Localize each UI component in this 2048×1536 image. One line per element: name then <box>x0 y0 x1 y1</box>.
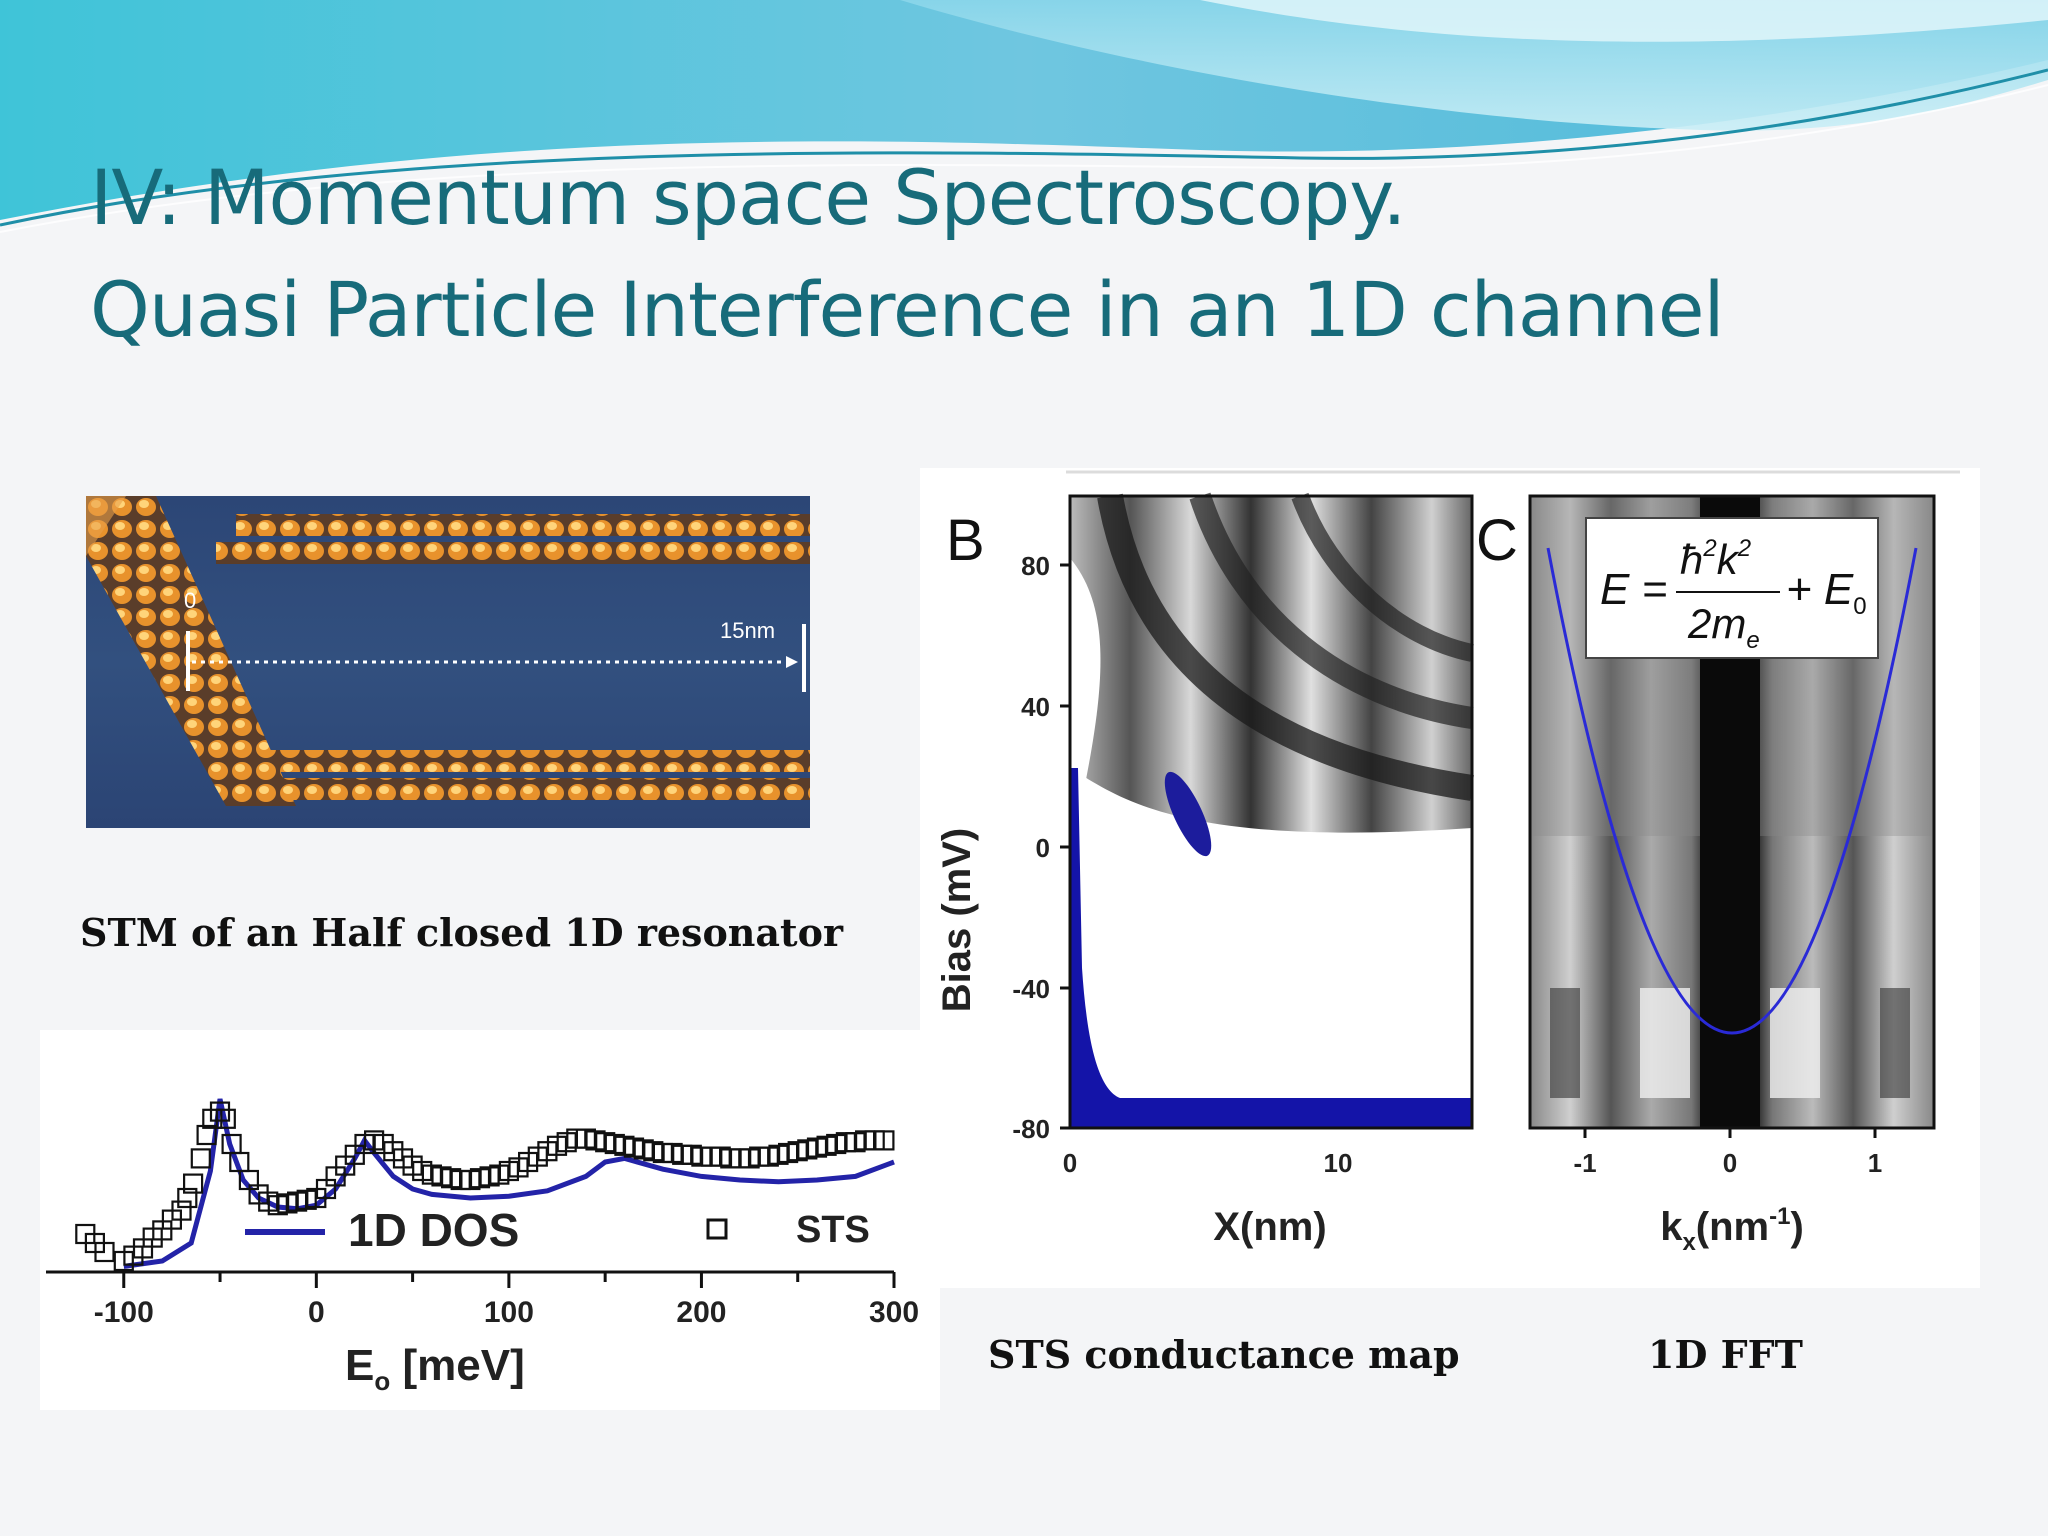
dos-tick-label: 300 <box>869 1296 919 1329</box>
slide-title-line-2: Quasi Particle Interference in an 1D cha… <box>90 265 1725 354</box>
panel-c-letter: C <box>1476 508 1518 573</box>
sts-data-point <box>215 1108 236 1129</box>
stm-caption: STM of an Half closed 1D resonator <box>80 910 843 955</box>
equation-e-equals: E = <box>1600 565 1667 614</box>
panel-b-y-ticks <box>1060 563 1070 1130</box>
sts-data-point <box>177 1187 198 1209</box>
legend-sts-label: STS <box>796 1209 870 1251</box>
panel-c-frame <box>1528 494 1936 1130</box>
sts-data-point <box>202 1108 223 1129</box>
dos-tick-label: 100 <box>484 1296 534 1329</box>
panel-b-ytick-0: 0 <box>1036 833 1050 863</box>
dos-tick-label: 0 <box>308 1296 325 1329</box>
panel-b-xlabel: X(nm) <box>1213 1205 1326 1249</box>
sts-data-point <box>94 1241 115 1263</box>
sts-map-caption: STS conductance map <box>988 1332 1460 1377</box>
dos-chart: -100 0 100 200 300 1D DOS STS Eo [meV] <box>40 1030 940 1410</box>
panel-b-frame <box>1068 494 1474 1130</box>
equation-plus-e0: + E0 <box>1786 565 1867 620</box>
dos-tick-label: 200 <box>676 1296 726 1329</box>
sts-data-point <box>183 1173 204 1194</box>
slide-title-line-1: IV: Momentum space Spectroscopy. <box>90 153 1407 242</box>
stm-chain-top-1 <box>236 514 810 536</box>
fft-caption: 1D FFT <box>1648 1332 1803 1377</box>
dos-x-axis-label: Eo [meV] <box>345 1341 525 1396</box>
sts-data-point <box>171 1200 192 1221</box>
panel-b-heatmap <box>1070 492 1474 1128</box>
header-wave-decoration <box>0 0 2048 233</box>
stm-arrow-head <box>786 656 798 668</box>
panel-b-letter: B <box>946 508 985 573</box>
dos-tick-label: -100 <box>94 1296 154 1329</box>
dos-series-line <box>123 1098 895 1269</box>
panel-b-ytick-40: 40 <box>1021 692 1050 722</box>
stm-chain-diagonal <box>86 496 296 806</box>
panel-c-xtick-neg1: -1 <box>1573 1148 1596 1178</box>
sts-data-point <box>196 1124 217 1146</box>
stm-chain-diagonal-edge <box>86 496 126 556</box>
panel-b-xtick-10: 10 <box>1324 1148 1353 1178</box>
legend-dos-label: 1D DOS <box>348 1204 519 1256</box>
panel-c-dispersion-curve <box>1546 547 1918 1035</box>
panel-c-xtick-1: 1 <box>1868 1148 1882 1178</box>
sts-data-point <box>190 1148 211 1169</box>
panel-c-xtick-0: 0 <box>1723 1148 1737 1178</box>
panel-b-ytick-neg80: -80 <box>1012 1114 1050 1144</box>
stm-chain-bottom-2 <box>246 778 810 800</box>
panel-b-ytick-80: 80 <box>1021 551 1050 581</box>
panel-b-ytick-neg40: -40 <box>1012 974 1050 1004</box>
panel-b-xtick-0: 0 <box>1063 1148 1077 1178</box>
sts-conductance-map: B Bias (mV) X(nm) 80 40 0 -40 -80 0 10 C <box>920 468 1980 1288</box>
panel-b-ylabel: Bias (mV) <box>935 828 979 1013</box>
sts-data-point <box>874 1130 895 1151</box>
equation-box: E = ħ2k2 2me + E0 <box>1585 517 1879 659</box>
stm-label-scale: 15nm <box>720 618 775 643</box>
legend-sts-marker <box>706 1218 728 1240</box>
stm-image: 0 15nm <box>86 496 810 828</box>
stm-label-zero: 0 <box>184 588 196 613</box>
stm-chain-bottom-1 <box>226 750 810 772</box>
panel-c-x-ticks <box>1583 1128 1877 1138</box>
stm-chain-top-2 <box>216 542 810 564</box>
sts-data-point <box>209 1101 231 1122</box>
